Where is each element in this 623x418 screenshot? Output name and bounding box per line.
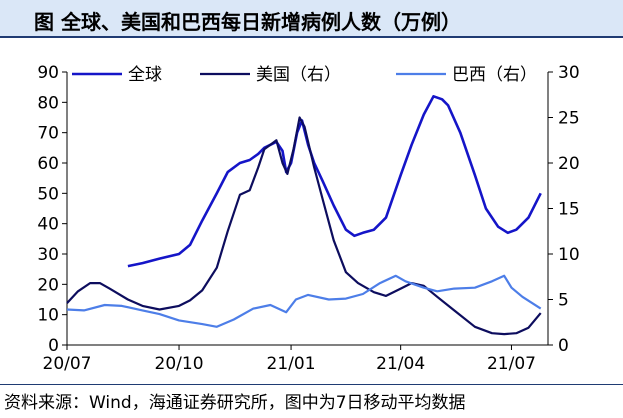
y-right-tick-label: 30	[558, 63, 580, 83]
footer: 资料来源：Wind，海通证券研究所，图中为7日移动平均数据	[0, 384, 623, 418]
y-right-tick-label: 0	[558, 336, 569, 356]
y-left-tick-label: 70	[37, 124, 59, 144]
x-tick-label: 21/04	[376, 354, 425, 374]
line-chart: 0 10 20 30 40 50 60 70 80 90 0 5 10 15 20 25 30 20/07 20/1…	[37, 63, 579, 374]
series-line-3	[66, 274, 542, 328]
series-line-2	[66, 116, 542, 336]
y-right-tick-label: 5	[558, 291, 569, 311]
x-tick-label: 21/01	[267, 354, 316, 374]
axes: 0 10 20 30 40 50 60 70 80 90 0 5 10 15 20 25 30 20/07 20/1…	[37, 63, 579, 374]
y-right-tick-label: 25	[558, 109, 580, 129]
y-left-tick-label: 60	[37, 154, 59, 174]
legend: 全球 美国（右） 巴西（右）	[72, 65, 537, 85]
y-left-tick-label: 50	[37, 184, 59, 204]
x-tick-label: 20/10	[155, 354, 204, 374]
legend-label-2: 美国（右）	[256, 65, 341, 85]
legend-label-3: 巴西（右）	[452, 65, 537, 85]
legend-label-1: 全球	[128, 65, 162, 85]
y-left-tick-label: 0	[48, 336, 59, 356]
x-tick-label: 21/07	[487, 354, 536, 374]
series-line-1	[127, 95, 542, 268]
chart-title-bar: 图 全球、美国和巴西每日新增病例人数（万例）	[0, 0, 623, 36]
footer-rule	[0, 384, 623, 385]
chart-title: 图 全球、美国和巴西每日新增病例人数（万例）	[34, 10, 461, 34]
y-left-tick-label: 20	[37, 275, 59, 295]
y-left-tick-label: 30	[37, 245, 59, 265]
series-layer	[66, 95, 542, 336]
y-left-tick-label: 80	[37, 93, 59, 113]
source-note: 资料来源：Wind，海通证券研究所，图中为7日移动平均数据	[4, 393, 466, 413]
title-rule	[0, 36, 623, 38]
y-right-tick-label: 15	[558, 200, 580, 220]
y-left-tick-label: 40	[37, 215, 59, 235]
x-tick-label: 20/07	[43, 354, 92, 374]
y-left-tick-label: 10	[37, 306, 59, 326]
y-right-tick-label: 10	[558, 245, 580, 265]
y-right-tick-label: 20	[558, 154, 580, 174]
y-left-tick-label: 90	[37, 63, 59, 83]
